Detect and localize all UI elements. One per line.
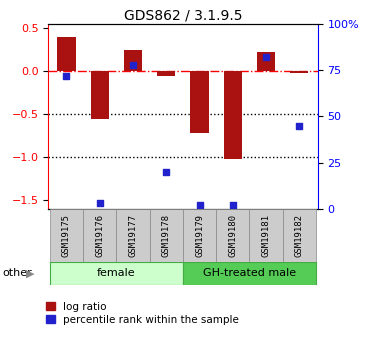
Bar [290, 71, 308, 73]
Text: GSM19180: GSM19180 [228, 214, 237, 257]
Text: GSM19181: GSM19181 [261, 214, 271, 257]
Title: GDS862 / 3.1.9.5: GDS862 / 3.1.9.5 [124, 9, 242, 23]
Text: other: other [2, 268, 32, 278]
Bar [183, 262, 316, 285]
Point [163, 169, 169, 175]
Bar [50, 209, 83, 262]
Bar [249, 209, 283, 262]
Bar [124, 50, 142, 71]
Point [64, 73, 70, 79]
Bar [57, 37, 75, 71]
Bar [150, 209, 183, 262]
Bar [283, 209, 316, 262]
Bar [157, 71, 176, 76]
Text: GSM19178: GSM19178 [162, 214, 171, 257]
Bar [83, 209, 116, 262]
Point [97, 200, 103, 206]
Text: female: female [97, 268, 136, 278]
Point [230, 202, 236, 208]
Bar [224, 71, 242, 159]
Text: GH-treated male: GH-treated male [203, 268, 296, 278]
Bar [216, 209, 249, 262]
Bar [50, 262, 183, 285]
Legend: log ratio, percentile rank within the sample: log ratio, percentile rank within the sa… [46, 302, 239, 325]
Point [196, 202, 203, 208]
Text: GSM19175: GSM19175 [62, 214, 71, 257]
Point [296, 123, 302, 128]
Point [130, 62, 136, 68]
Text: GSM19177: GSM19177 [129, 214, 137, 257]
Bar [116, 209, 150, 262]
Point [263, 55, 269, 60]
Text: GSM19176: GSM19176 [95, 214, 104, 257]
Text: GSM19182: GSM19182 [295, 214, 304, 257]
Bar [190, 71, 209, 133]
Text: ▶: ▶ [26, 268, 35, 278]
Bar [257, 52, 275, 71]
Text: GSM19179: GSM19179 [195, 214, 204, 257]
Bar [90, 71, 109, 119]
Bar [183, 209, 216, 262]
